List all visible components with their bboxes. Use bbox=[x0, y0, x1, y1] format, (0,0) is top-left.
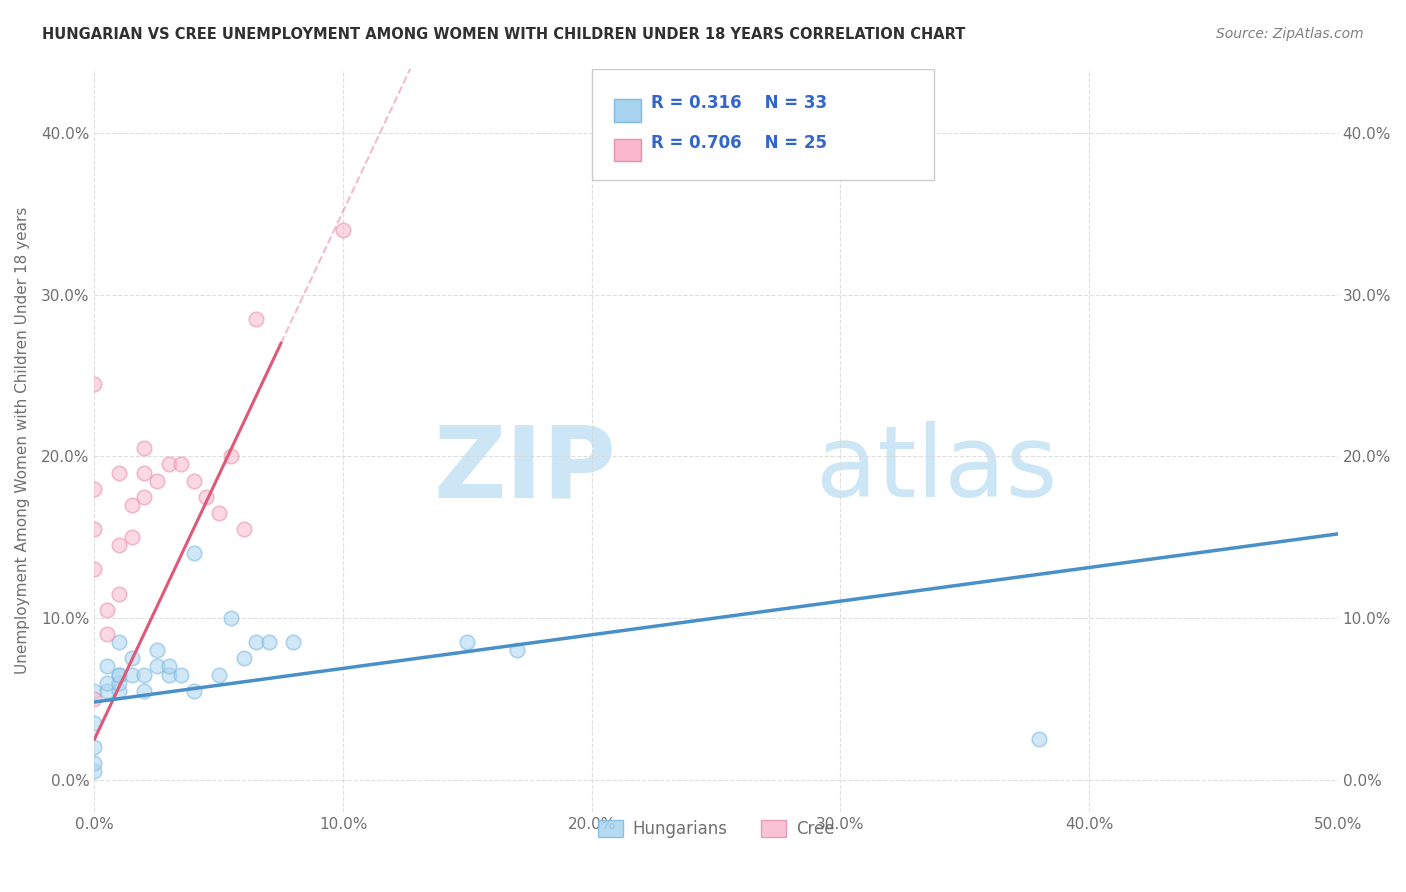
Point bbox=[157, 659, 180, 673]
Text: HUNGARIAN VS CREE UNEMPLOYMENT AMONG WOMEN WITH CHILDREN UNDER 18 YEARS CORRELAT: HUNGARIAN VS CREE UNEMPLOYMENT AMONG WOM… bbox=[42, 27, 966, 42]
Point bbox=[108, 675, 131, 690]
Point bbox=[257, 635, 280, 649]
Point bbox=[134, 683, 156, 698]
Legend: Hungarians, Cree: Hungarians, Cree bbox=[591, 813, 841, 845]
Point bbox=[108, 587, 131, 601]
Point bbox=[332, 223, 354, 237]
Point bbox=[245, 635, 267, 649]
Point bbox=[134, 490, 156, 504]
Text: R = 0.316    N = 33: R = 0.316 N = 33 bbox=[651, 95, 828, 112]
Point bbox=[157, 458, 180, 472]
Point bbox=[108, 667, 131, 681]
Point bbox=[219, 450, 242, 464]
Point bbox=[108, 667, 131, 681]
Text: ZIP: ZIP bbox=[433, 421, 617, 518]
FancyBboxPatch shape bbox=[614, 138, 641, 161]
Point bbox=[83, 522, 105, 536]
Point bbox=[183, 474, 205, 488]
Point bbox=[506, 643, 529, 657]
Point bbox=[83, 376, 105, 391]
Point bbox=[108, 466, 131, 480]
Point bbox=[96, 603, 118, 617]
Point bbox=[83, 764, 105, 779]
Point bbox=[83, 562, 105, 576]
Point bbox=[96, 675, 118, 690]
Point bbox=[145, 659, 167, 673]
Y-axis label: Unemployment Among Women with Children Under 18 years: Unemployment Among Women with Children U… bbox=[15, 207, 30, 673]
Point bbox=[121, 667, 143, 681]
Text: atlas: atlas bbox=[815, 421, 1057, 518]
Point bbox=[232, 651, 254, 665]
Point bbox=[157, 667, 180, 681]
Point bbox=[208, 506, 231, 520]
Point bbox=[83, 482, 105, 496]
Point bbox=[108, 683, 131, 698]
Point bbox=[96, 683, 118, 698]
Point bbox=[134, 442, 156, 456]
Point bbox=[121, 498, 143, 512]
Point bbox=[134, 667, 156, 681]
Point bbox=[208, 667, 231, 681]
Point bbox=[245, 312, 267, 326]
Point bbox=[145, 474, 167, 488]
Point bbox=[83, 691, 105, 706]
Point bbox=[232, 522, 254, 536]
Point bbox=[83, 756, 105, 771]
Point bbox=[83, 683, 105, 698]
Point bbox=[1028, 732, 1050, 747]
Point bbox=[108, 635, 131, 649]
Point bbox=[170, 458, 193, 472]
Point bbox=[456, 635, 478, 649]
Text: Source: ZipAtlas.com: Source: ZipAtlas.com bbox=[1216, 27, 1364, 41]
Point bbox=[145, 643, 167, 657]
Point bbox=[108, 538, 131, 552]
Point bbox=[121, 530, 143, 544]
Point bbox=[183, 683, 205, 698]
Point bbox=[96, 627, 118, 641]
Point bbox=[134, 466, 156, 480]
FancyBboxPatch shape bbox=[614, 99, 641, 122]
Point bbox=[83, 740, 105, 755]
Point bbox=[183, 546, 205, 560]
Point bbox=[219, 611, 242, 625]
Point bbox=[195, 490, 218, 504]
Point bbox=[96, 659, 118, 673]
Point bbox=[170, 667, 193, 681]
FancyBboxPatch shape bbox=[592, 69, 934, 180]
Text: R = 0.706    N = 25: R = 0.706 N = 25 bbox=[651, 134, 827, 152]
Point bbox=[121, 651, 143, 665]
Point bbox=[283, 635, 305, 649]
Point bbox=[83, 716, 105, 731]
